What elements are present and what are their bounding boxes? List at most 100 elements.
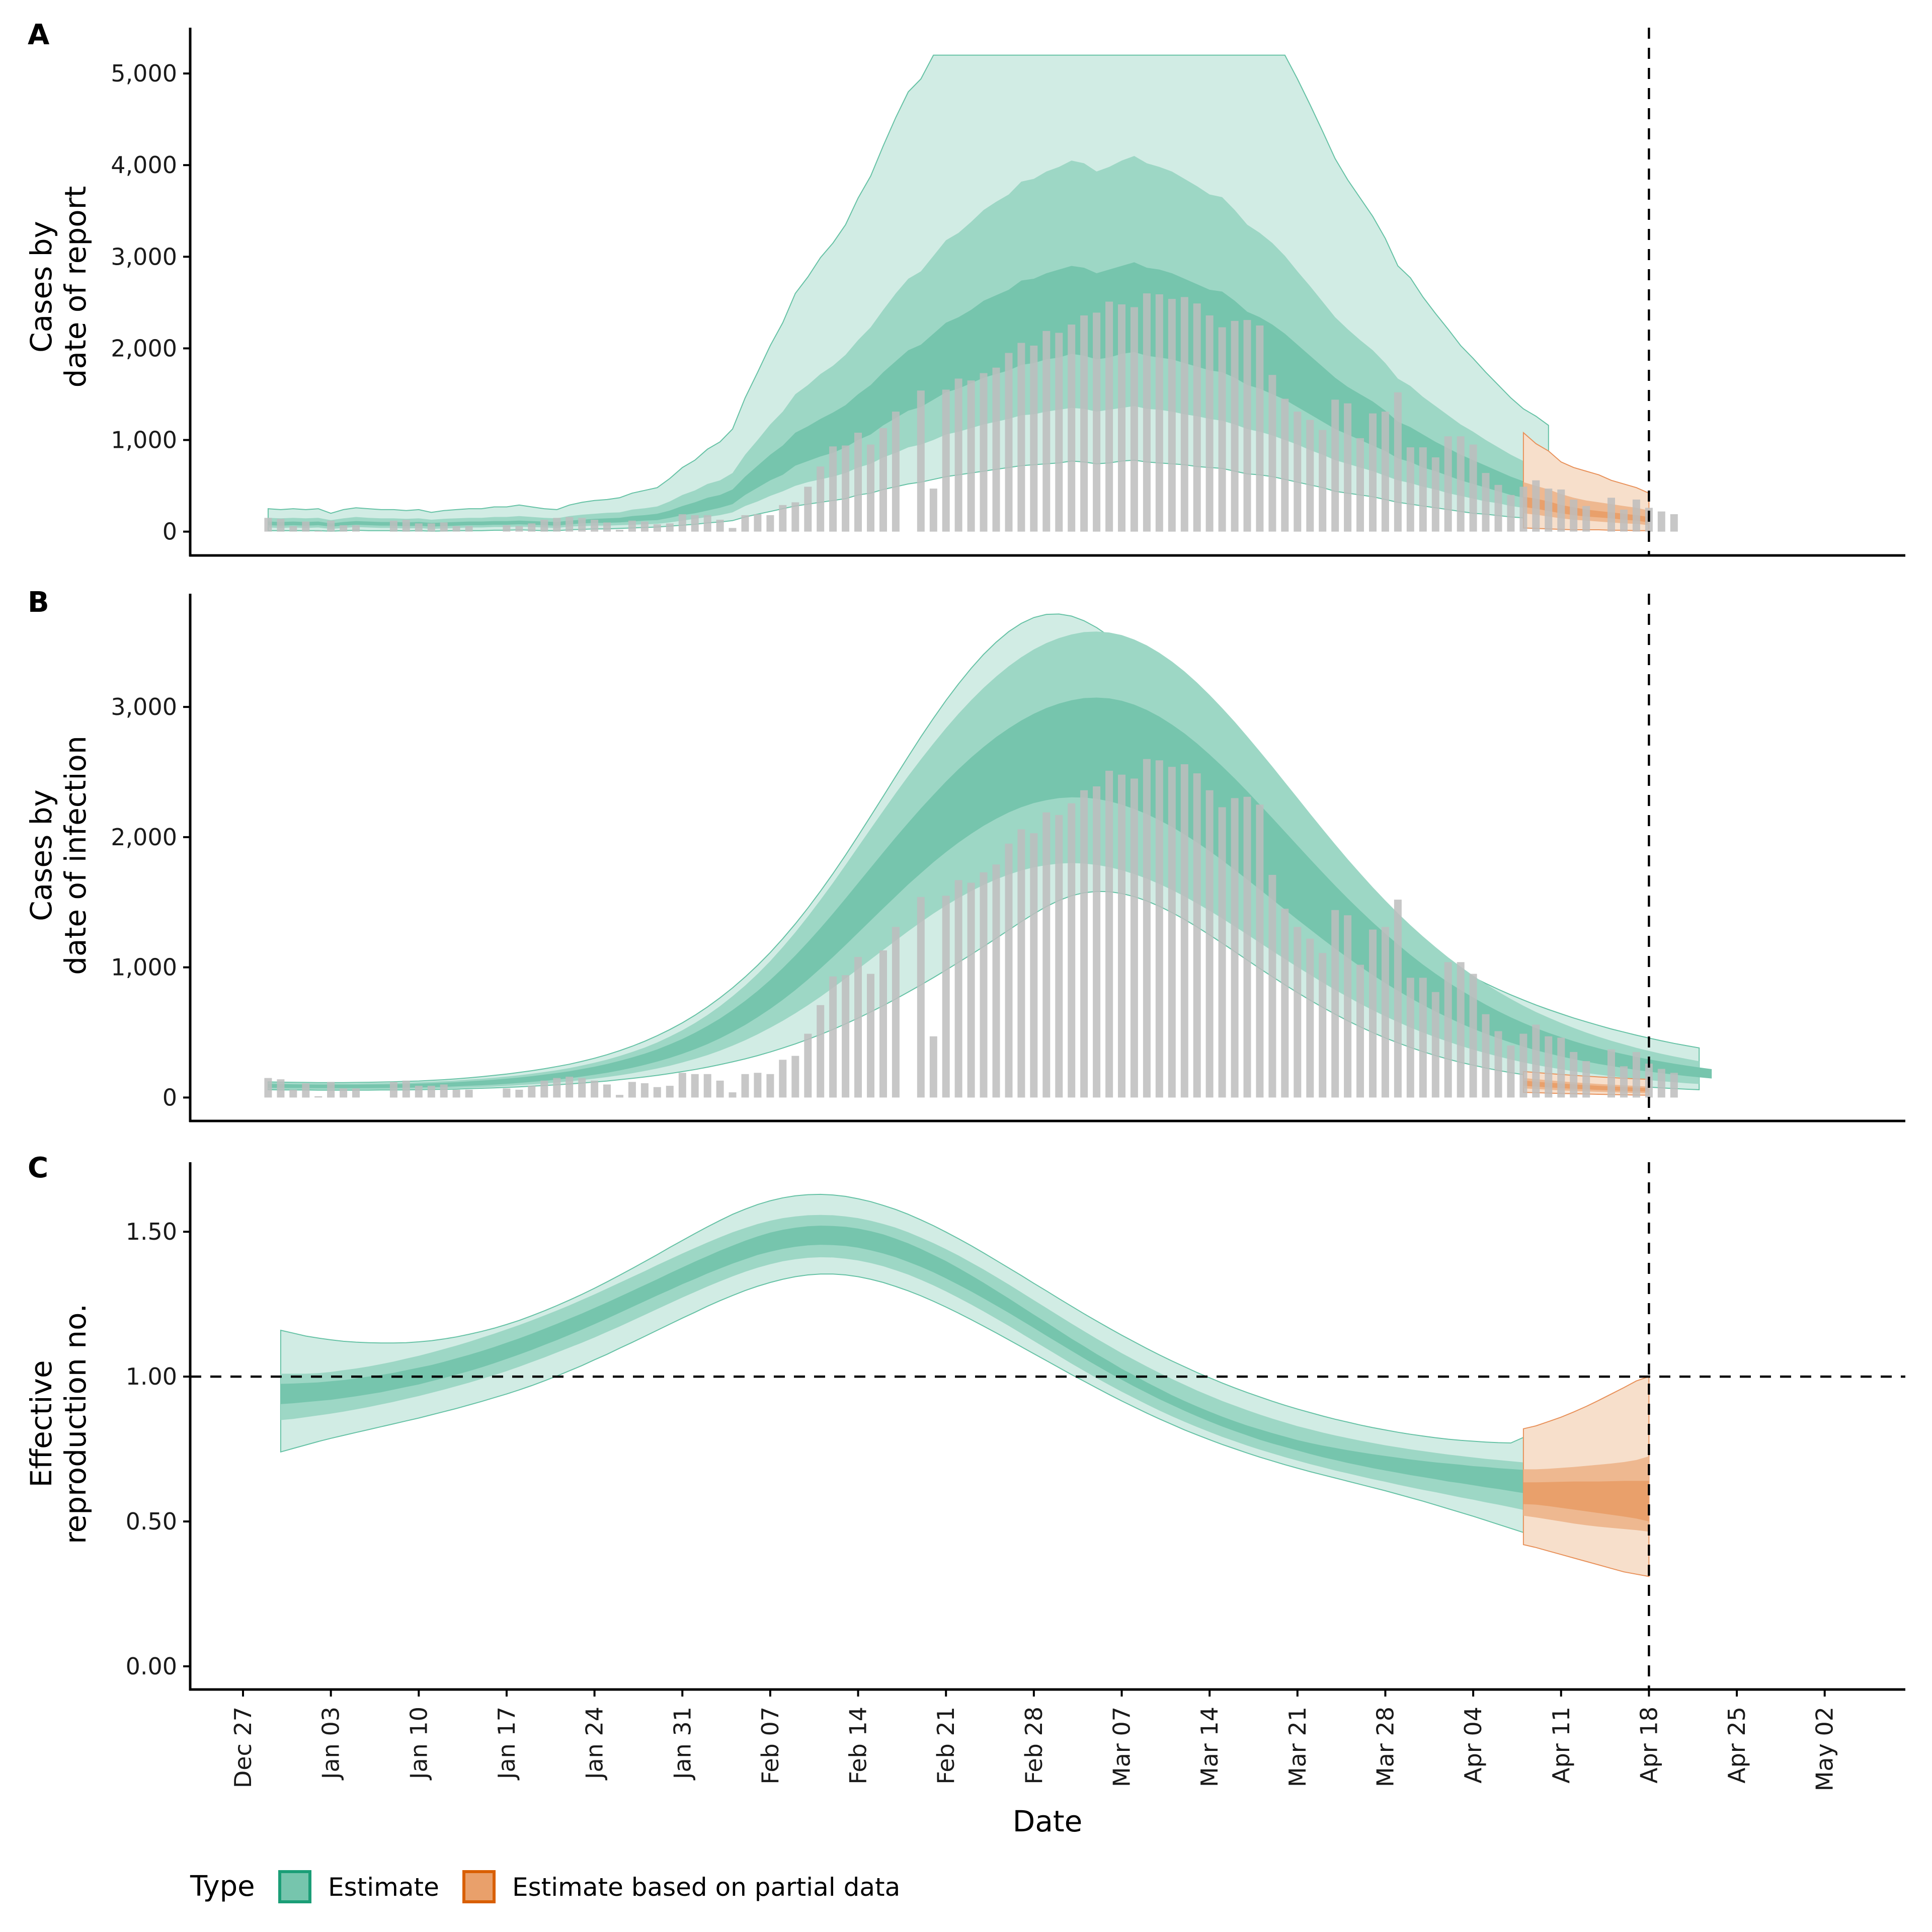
x-tick-label: Jan 10 — [405, 1707, 432, 1781]
x-axis-title: Date — [1013, 1804, 1083, 1838]
observed-bar — [616, 1095, 623, 1098]
observed-bar — [1105, 301, 1113, 532]
partial-ci20-band — [1523, 1481, 1649, 1521]
observed-bar — [1394, 900, 1402, 1098]
observed-bar — [1444, 962, 1452, 1098]
y-tick-label: 5,000 — [111, 60, 177, 87]
observed-bar — [1068, 325, 1076, 532]
x-tick-label: Apr 04 — [1460, 1707, 1487, 1784]
legend-label-estimate: Estimate — [328, 1873, 439, 1902]
observed-bar — [1632, 1052, 1640, 1098]
y-tick-label: 1.50 — [126, 1218, 177, 1245]
observed-bar — [980, 872, 988, 1098]
observed-bar — [1532, 480, 1540, 532]
observed-bar — [804, 1033, 812, 1098]
observed-bar — [1632, 499, 1640, 532]
observed-bar — [691, 1074, 699, 1098]
observed-bar — [1118, 774, 1125, 1098]
observed-bar — [1469, 974, 1477, 1098]
observed-bar — [1168, 767, 1176, 1098]
observed-bar — [578, 1078, 586, 1098]
observed-bar — [703, 1074, 711, 1098]
observed-bar — [1394, 392, 1402, 532]
observed-bar — [1620, 1066, 1628, 1098]
observed-bar — [1381, 412, 1389, 532]
observed-bar — [528, 1086, 536, 1098]
observed-bar — [779, 1060, 787, 1098]
observed-bar — [653, 1087, 661, 1098]
observed-bar — [1268, 874, 1276, 1098]
x-tick-label: May 02 — [1811, 1707, 1838, 1791]
observed-bar — [942, 896, 950, 1098]
observed-bar — [1193, 303, 1201, 532]
observed-bar — [1331, 399, 1339, 532]
observed-bar — [1331, 910, 1339, 1098]
observed-bar — [415, 1086, 423, 1098]
y-tick-label: 0.50 — [126, 1508, 177, 1535]
observed-bar — [1042, 812, 1051, 1098]
observed-bar — [1444, 436, 1452, 532]
y-tick-label: 3,000 — [111, 243, 177, 270]
observed-bar — [1570, 499, 1578, 532]
observed-bar — [352, 525, 360, 532]
observed-bar — [1356, 964, 1364, 1098]
observed-bar — [1532, 1024, 1540, 1098]
observed-bar — [703, 515, 711, 532]
y-tick-label: 4,000 — [111, 151, 177, 179]
observed-bar — [691, 515, 699, 532]
observed-bar — [791, 1056, 799, 1098]
observed-bar — [1369, 929, 1377, 1098]
observed-bar — [277, 519, 285, 532]
observed-bar — [427, 523, 435, 532]
observed-bar — [1130, 307, 1138, 532]
panel-b-bars — [264, 759, 1678, 1098]
observed-bar — [842, 975, 850, 1098]
observed-bar — [1180, 764, 1188, 1098]
observed-bar — [1319, 953, 1327, 1098]
observed-bar — [1545, 1036, 1553, 1098]
observed-bar — [340, 1088, 348, 1098]
observed-bar — [967, 380, 975, 532]
x-tick-label: Jan 31 — [669, 1707, 696, 1781]
x-tick-label: Jan 03 — [317, 1707, 345, 1781]
panel-tag-c: C — [28, 1152, 48, 1184]
observed-bar — [917, 897, 925, 1098]
observed-bar — [879, 428, 887, 532]
observed-bar — [1419, 978, 1427, 1098]
observed-bar — [603, 522, 611, 532]
observed-bar — [603, 1084, 611, 1098]
panel-b-cases-by-infection: B 0 1,000 2,000 3,000 Cases by date of infe… — [24, 586, 1905, 1122]
observed-bar — [754, 514, 762, 532]
observed-bar — [452, 1089, 460, 1098]
y-tick-label: 0.00 — [126, 1653, 177, 1680]
observed-bar — [1294, 412, 1302, 532]
y-tick-label: 3,000 — [111, 693, 177, 720]
x-tick-label: Apr 11 — [1548, 1707, 1575, 1784]
observed-bar — [1256, 804, 1264, 1098]
observed-bar — [892, 927, 900, 1098]
panel-a-ylabel-line1: Cases by — [24, 221, 58, 353]
observed-bar — [1545, 489, 1553, 532]
y-tick-label: 1,000 — [111, 954, 177, 981]
observed-bar — [540, 1080, 548, 1098]
observed-bar — [967, 882, 975, 1098]
panel-c-overlay — [190, 1162, 1905, 1689]
observed-bar — [1030, 345, 1038, 532]
estimate-ci50-band — [280, 1215, 1523, 1510]
observed-bar — [741, 515, 749, 532]
observed-bar — [427, 1086, 435, 1098]
observed-bar — [1055, 333, 1063, 532]
panel-c-reproduction-number: C 0.00 0.50 1.00 1.50 Effective reproductio… — [24, 1152, 1905, 1691]
observed-bar — [352, 1088, 360, 1098]
observed-bar — [452, 526, 460, 532]
observed-bar — [954, 880, 962, 1098]
observed-bar — [766, 1074, 774, 1098]
observed-bar — [892, 412, 900, 532]
observed-bar — [1105, 770, 1113, 1098]
observed-bar — [1143, 759, 1151, 1098]
observed-bar — [1193, 773, 1201, 1098]
observed-bar — [729, 1092, 737, 1098]
observed-bar — [1205, 790, 1214, 1098]
observed-bar — [1670, 514, 1678, 532]
